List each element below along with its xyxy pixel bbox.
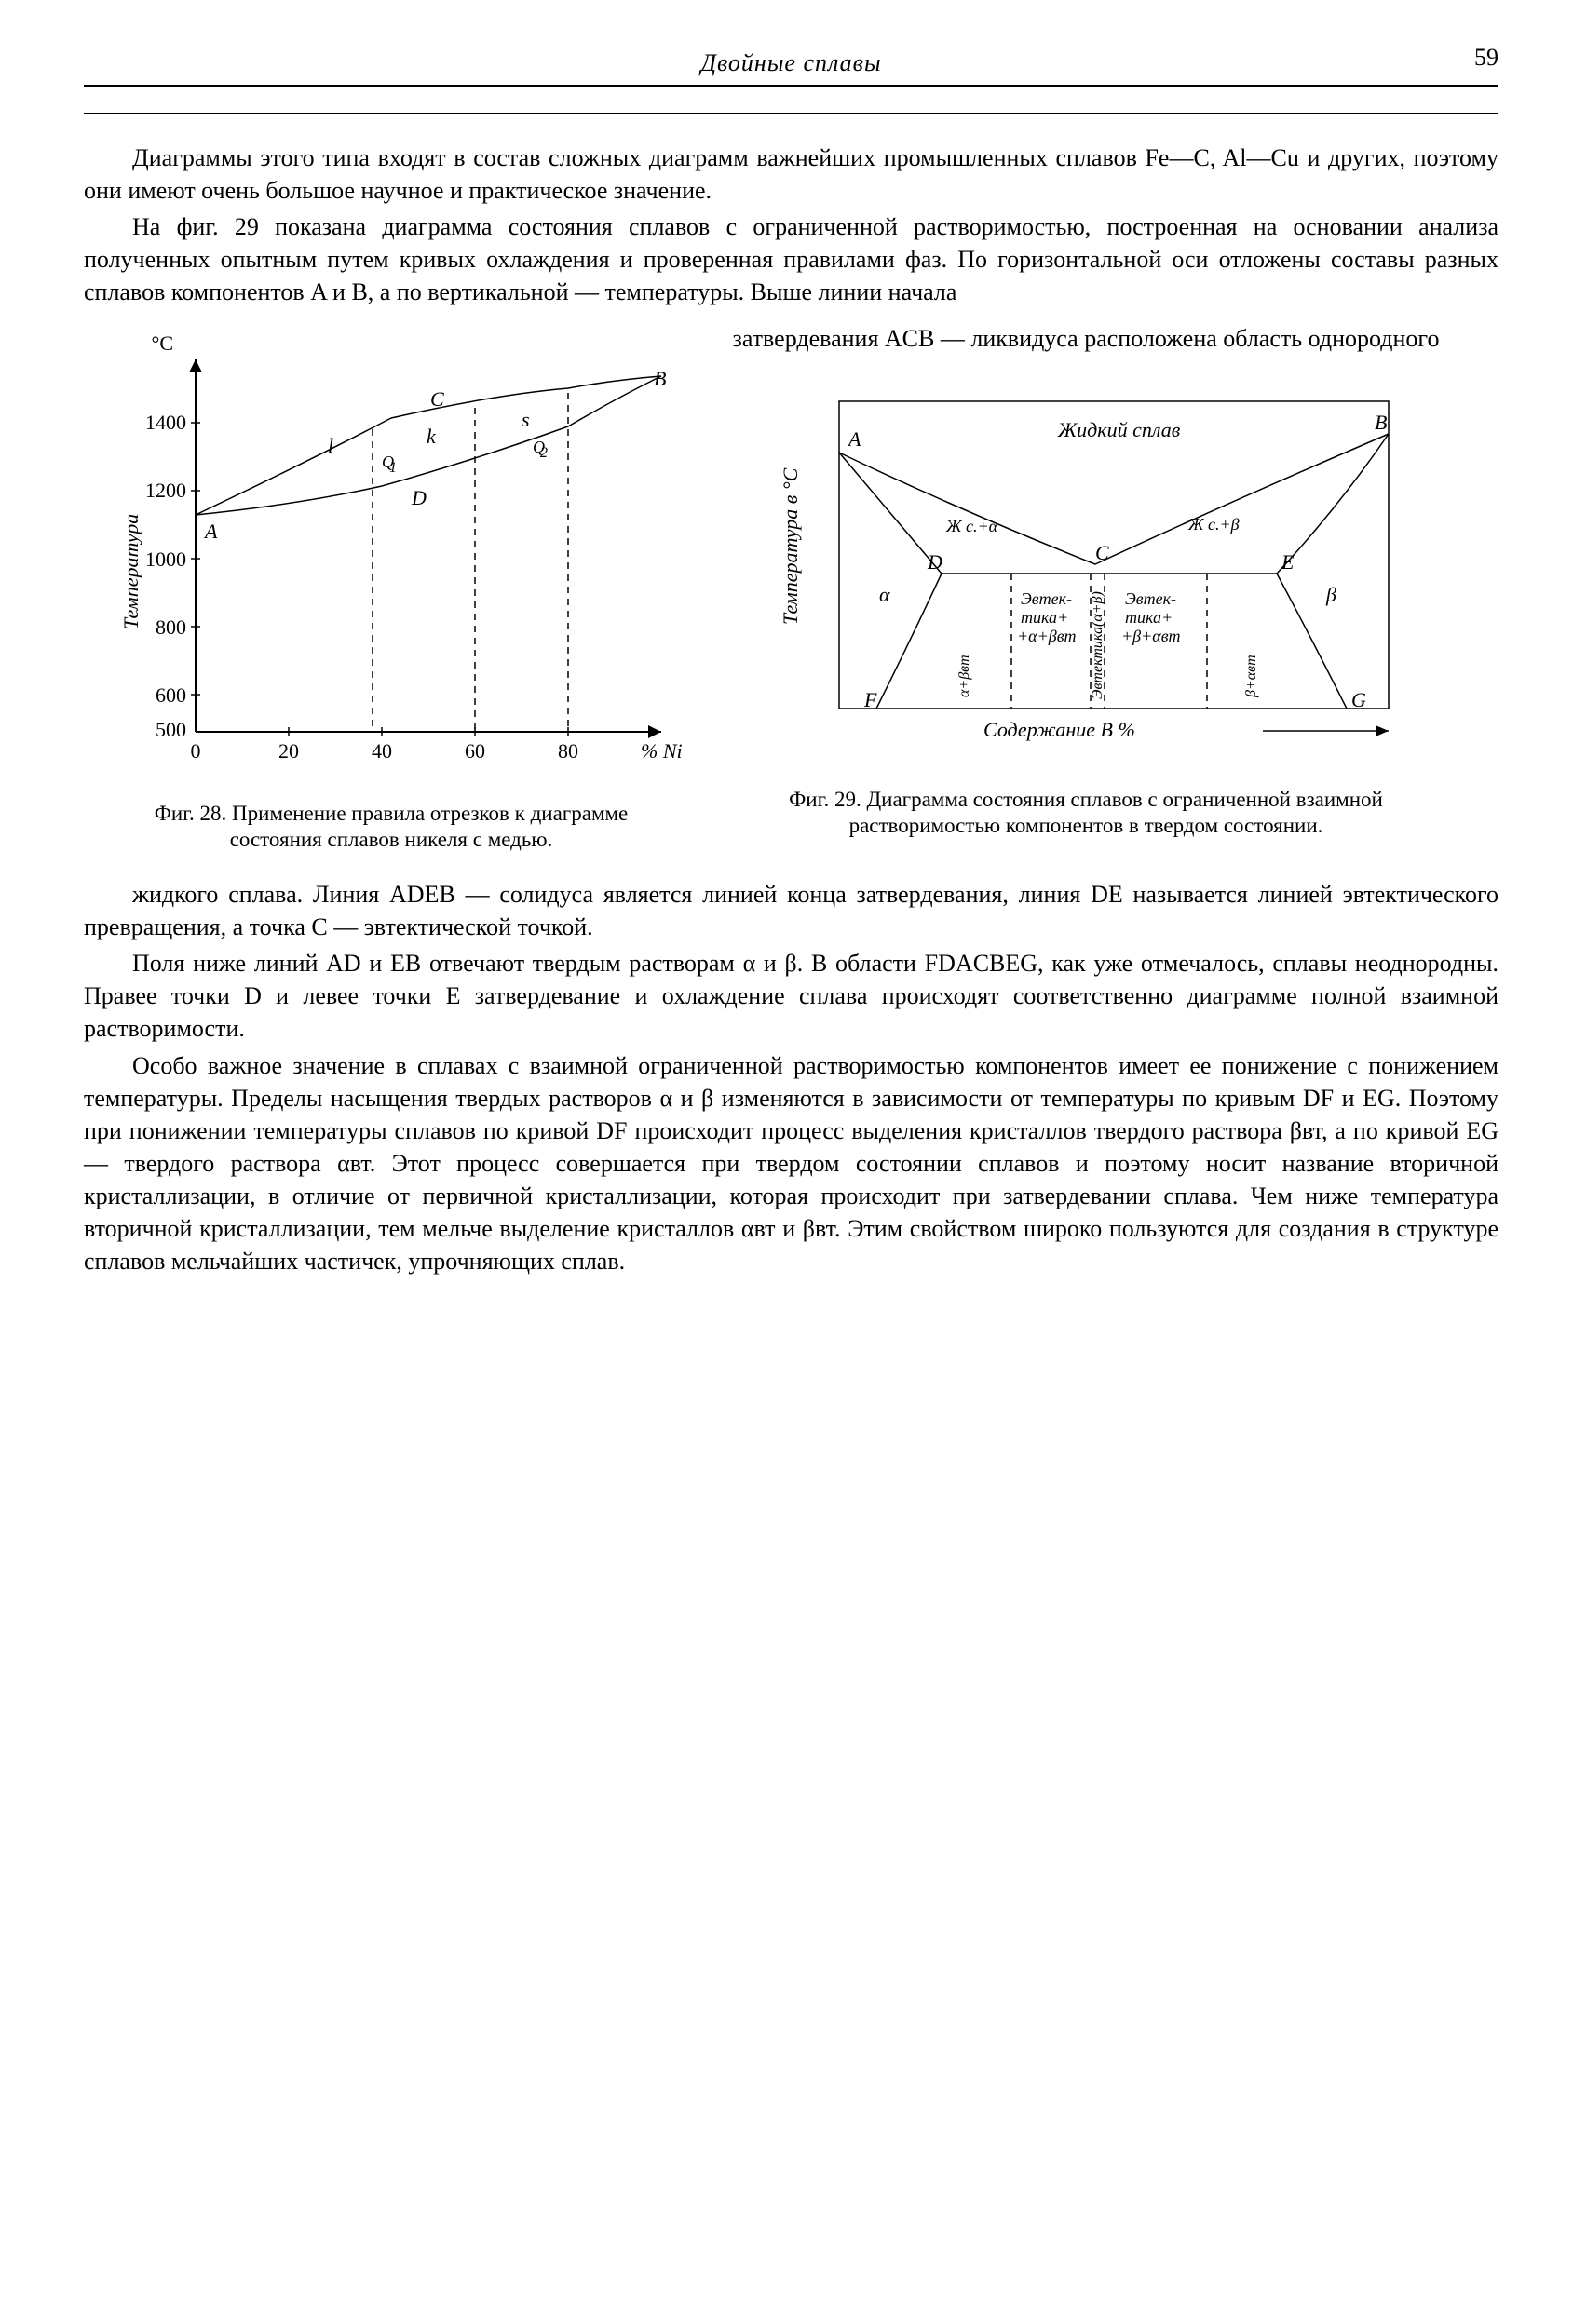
svg-text:Жидкий сплав: Жидкий сплав — [1057, 418, 1181, 441]
svg-text:B: B — [1375, 411, 1387, 434]
svg-text:тика+: тика+ — [1125, 608, 1173, 627]
svg-text:тика+: тика+ — [1021, 608, 1068, 627]
svg-text:l: l — [328, 434, 333, 457]
svg-text:Эвтек-: Эвтек- — [1021, 589, 1072, 608]
svg-text:500: 500 — [156, 718, 186, 741]
svg-text:Температура: Температура — [119, 513, 142, 628]
svg-text:0: 0 — [191, 739, 201, 763]
svg-text:°C: °C — [152, 331, 173, 355]
svg-text:1200: 1200 — [145, 479, 186, 502]
svg-text:1: 1 — [389, 460, 397, 476]
paragraph-1: Диаграммы этого типа входят в состав сло… — [84, 142, 1498, 207]
paragraph-4: Поля ниже линий AD и EB отвечают твердым… — [84, 947, 1498, 1045]
svg-text:α: α — [879, 583, 890, 606]
svg-text:600: 600 — [156, 683, 186, 707]
figures-row: °C 500 600 800 1000 1200 1400 0 20 40 60… — [84, 322, 1498, 855]
svg-text:s: s — [522, 408, 530, 431]
svg-text:C: C — [1095, 541, 1109, 564]
svg-text:A: A — [203, 520, 218, 543]
svg-text:Ж с.+α: Ж с.+α — [945, 517, 998, 535]
svg-text:40: 40 — [372, 739, 392, 763]
svg-text:1000: 1000 — [145, 547, 186, 571]
svg-text:Содержание B %: Содержание B % — [983, 718, 1135, 741]
paragraph-5: Особо важное значение в сплавах с взаимн… — [84, 1049, 1498, 1278]
svg-text:G: G — [1351, 688, 1366, 711]
svg-text:+α+βвт: +α+βвт — [1017, 627, 1077, 645]
svg-text:D: D — [411, 486, 427, 509]
svg-text:F: F — [863, 688, 877, 711]
svg-text:E: E — [1281, 550, 1295, 574]
svg-text:Эвтектика(α+β): Эвтектика(α+β) — [1090, 591, 1105, 699]
svg-text:80: 80 — [558, 739, 578, 763]
figure-28-caption: Фиг. 28. Применение правила отрезков к д… — [115, 801, 668, 855]
svg-text:% Ni: % Ni — [641, 739, 683, 763]
svg-text:B: B — [654, 367, 666, 390]
svg-text:20: 20 — [278, 739, 299, 763]
svg-text:A: A — [847, 427, 861, 451]
paragraph-2-continuation: затвердевания ACB — ликвидуса расположен… — [733, 322, 1440, 355]
page-number: 59 — [1474, 41, 1498, 74]
svg-text:1400: 1400 — [145, 411, 186, 434]
svg-text:60: 60 — [465, 739, 485, 763]
figure-29-caption: Фиг. 29. Диаграмма состояния сплавов с о… — [767, 787, 1404, 841]
figure-29-svg: Температура в °C Содержание B % A B — [741, 364, 1431, 774]
svg-text:Эвтек-: Эвтек- — [1125, 589, 1176, 608]
figure-28: °C 500 600 800 1000 1200 1400 0 20 40 60… — [84, 322, 698, 855]
svg-text:800: 800 — [156, 615, 186, 639]
svg-text:k: k — [427, 425, 437, 448]
running-title: Двойные сплавы — [700, 47, 881, 79]
paragraph-2: На фиг. 29 показана диаграмма состояния … — [84, 210, 1498, 308]
paragraph-3: жидкого сплава. Линия ADEB — солидуса яв… — [84, 878, 1498, 943]
svg-text:2: 2 — [540, 445, 548, 461]
svg-text:β+αвт: β+αвт — [1243, 655, 1259, 698]
svg-text:β: β — [1325, 583, 1336, 606]
header-rule — [84, 113, 1498, 114]
svg-text:Ж с.+β: Ж с.+β — [1187, 515, 1240, 534]
svg-text:D: D — [927, 550, 942, 574]
svg-text:Температура в °C: Температура в °C — [779, 467, 802, 625]
svg-text:α+βвт: α+βвт — [956, 655, 972, 697]
svg-text:+β+αвт: +β+αвт — [1121, 627, 1181, 645]
svg-text:C: C — [430, 387, 444, 411]
running-header: Двойные сплавы 59 — [84, 47, 1498, 87]
figure-29-column: затвердевания ACB — ликвидуса расположен… — [732, 322, 1440, 841]
figure-28-svg: °C 500 600 800 1000 1200 1400 0 20 40 60… — [84, 322, 698, 788]
